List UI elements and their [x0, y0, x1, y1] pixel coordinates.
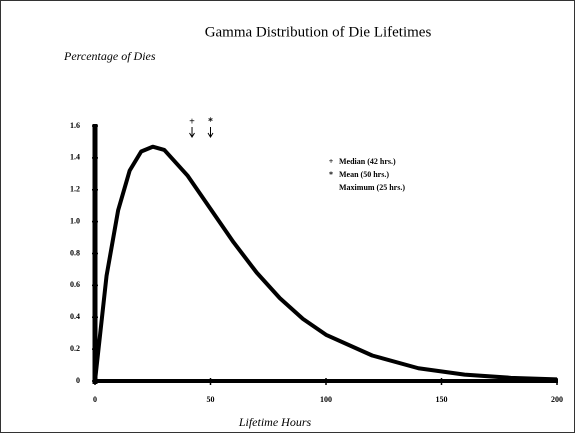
- y-tick-label: 1.6: [70, 121, 80, 130]
- marker-arrowhead: [207, 132, 214, 138]
- y-tick-label: 1.4: [70, 153, 80, 162]
- y-tick-label: 0.4: [70, 312, 80, 321]
- legend-label: Mean (50 hrs.): [339, 170, 389, 179]
- marker-arrowhead: [189, 132, 195, 138]
- x-axis-label: Lifetime Hours: [238, 415, 312, 429]
- marker-symbol: *: [208, 116, 213, 127]
- legend-symbol: +: [329, 157, 334, 166]
- y-tick-label: 0.2: [70, 344, 80, 353]
- legend-symbol: *: [329, 170, 333, 179]
- marker-symbol: +: [189, 116, 195, 127]
- x-tick-label: 0: [93, 395, 97, 404]
- x-tick-label: 50: [207, 395, 215, 404]
- y-axis-label: Percentage of Dies: [63, 49, 156, 63]
- y-tick-label: 1.0: [70, 216, 80, 225]
- legend-label: Median (42 hrs.): [339, 157, 396, 166]
- x-tick-label: 150: [436, 395, 448, 404]
- y-tick-label: 1.2: [70, 185, 80, 194]
- curve: [93, 144, 558, 382]
- y-tick-label: 0: [76, 376, 80, 385]
- x-tick-label: 100: [320, 395, 332, 404]
- y-tick-label: 0.8: [70, 248, 80, 257]
- y-tick-label: 0.6: [70, 280, 80, 289]
- legend-label: Maximum (25 hrs.): [339, 183, 405, 192]
- chart-title: Gamma Distribution of Die Lifetimes: [205, 24, 432, 40]
- x-tick-label: 200: [551, 395, 563, 404]
